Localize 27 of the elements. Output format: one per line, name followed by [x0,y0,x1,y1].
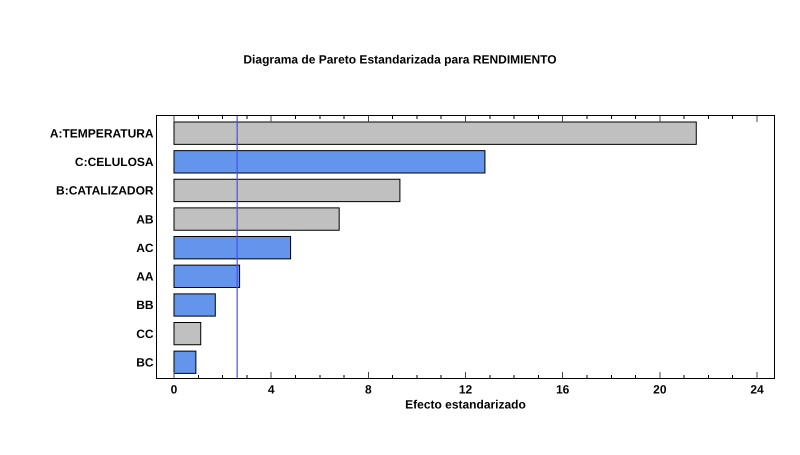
x-tick-label: 16 [556,382,570,396]
bar [174,150,486,174]
x-axis-title: Efecto estandarizado [405,397,526,412]
bar [174,293,216,317]
y-tick-label: BC [136,355,154,370]
y-tick-label: AB [136,212,154,226]
bar [174,350,196,374]
y-tick-label: AA [136,270,154,284]
bar [174,207,340,231]
x-tick-label: 24 [750,382,764,396]
bar [174,322,202,346]
x-tick-label: 12 [458,382,472,396]
y-tick-label: CC [136,326,154,341]
bar [174,178,400,202]
y-tick-label: A:TEMPERATURA [50,126,154,140]
y-tick-label: AC [136,240,154,255]
x-tick-label: 20 [653,382,667,396]
bar [174,264,240,288]
bar [174,122,697,145]
y-tick-label: BB [136,298,154,312]
bar [174,236,292,260]
x-tick-label: 4 [268,382,275,396]
y-tick-label: C:CELULOSA [74,155,154,170]
y-tick-label: B:CATALIZADOR [56,184,154,198]
x-tick-label: 8 [364,382,372,396]
chart-title: Diagrama de Pareto Estandarizada para RENDIMIENTO [243,52,557,66]
x-tick-label: 0 [170,382,178,396]
